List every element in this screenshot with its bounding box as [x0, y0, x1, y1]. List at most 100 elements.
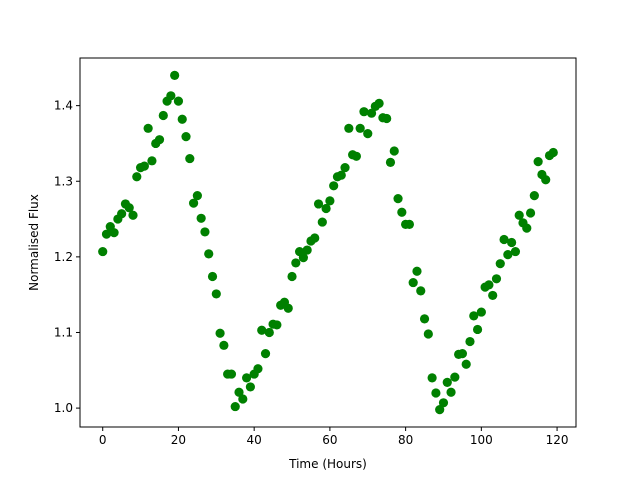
data-point [423, 329, 433, 339]
data-point [525, 208, 536, 218]
data-point [170, 70, 180, 80]
data-point [302, 245, 312, 255]
x-axis-label: Time (Hours) [288, 457, 367, 471]
data-point [435, 405, 445, 415]
data-point [253, 364, 263, 374]
data-point [548, 147, 558, 158]
y-axis-ticks: 1.0 1.1 1.2 1.3 1.4 [54, 99, 80, 415]
data-point [522, 223, 532, 233]
data-point [177, 114, 187, 124]
x-tick-label: 60 [322, 433, 337, 447]
data-point [207, 271, 218, 282]
data-point [427, 373, 437, 383]
data-point [408, 277, 418, 288]
x-tick-label: 120 [546, 433, 569, 447]
data-point [529, 191, 539, 201]
data-point [147, 156, 157, 166]
data-point [359, 107, 369, 117]
data-point [351, 151, 361, 161]
data-point [132, 172, 142, 182]
data-point [230, 401, 240, 412]
data-point [442, 377, 452, 387]
data-point [98, 246, 108, 257]
data-point [238, 394, 248, 404]
data-point [514, 210, 524, 220]
data-point [366, 108, 377, 118]
data-point [389, 146, 399, 156]
data-point [128, 210, 138, 220]
data-point [533, 156, 543, 167]
data-point [219, 340, 229, 350]
data-point [166, 91, 176, 101]
data-point [469, 311, 479, 321]
data-point [264, 327, 274, 338]
data-point [124, 203, 134, 213]
x-tick-label: 0 [99, 433, 107, 447]
y-tick-label: 1.4 [54, 99, 73, 113]
data-point [412, 266, 422, 276]
data-point [457, 349, 468, 359]
data-point [204, 249, 214, 259]
data-point [215, 328, 225, 338]
x-tick-label: 20 [171, 433, 186, 447]
data-point [109, 228, 119, 238]
data-point [438, 398, 449, 408]
data-point [287, 271, 297, 282]
data-point [507, 237, 517, 248]
x-axis-ticks: 0 20 40 60 80 100 120 [99, 427, 569, 447]
data-point [200, 227, 210, 237]
data-point [117, 209, 127, 219]
x-tick-label: 100 [470, 433, 493, 447]
y-axis-label: Normalised Flux [27, 194, 41, 291]
data-point [257, 325, 267, 335]
data-point [382, 113, 392, 124]
data-point [313, 199, 324, 209]
data-point [472, 324, 483, 335]
data-point [385, 157, 396, 167]
data-point [363, 129, 373, 139]
data-point [154, 135, 165, 145]
data-point [143, 123, 153, 133]
data-point [241, 373, 252, 383]
data-point [185, 153, 195, 164]
data-point [101, 229, 112, 239]
data-points [98, 70, 558, 415]
data-point [355, 123, 365, 133]
data-point [397, 207, 407, 217]
data-point [321, 203, 331, 214]
data-point [192, 191, 202, 201]
y-tick-label: 1.1 [54, 325, 73, 339]
data-point [272, 320, 282, 330]
data-point [461, 359, 471, 369]
data-point [510, 246, 521, 257]
data-point [298, 253, 308, 263]
data-point [404, 219, 415, 229]
data-point [325, 196, 335, 206]
y-tick-label: 1.2 [54, 250, 73, 264]
data-point [484, 280, 494, 290]
y-tick-label: 1.0 [54, 401, 73, 415]
plot-frame [79, 57, 577, 428]
data-point [196, 213, 206, 223]
data-point [393, 194, 403, 204]
data-point [226, 369, 237, 379]
data-point [476, 307, 486, 317]
data-point [245, 382, 255, 392]
data-point [416, 286, 426, 296]
x-tick-label: 80 [398, 433, 413, 447]
data-point [344, 123, 354, 133]
x-tick-label: 40 [247, 433, 262, 447]
data-point [234, 387, 244, 397]
data-point [317, 217, 327, 227]
data-point [503, 249, 513, 260]
data-point [260, 349, 271, 359]
data-point [450, 372, 460, 382]
data-point [495, 259, 505, 269]
data-point [541, 175, 551, 185]
data-point [158, 110, 168, 121]
data-point [465, 336, 475, 347]
data-point [181, 132, 191, 142]
data-point [446, 387, 456, 397]
